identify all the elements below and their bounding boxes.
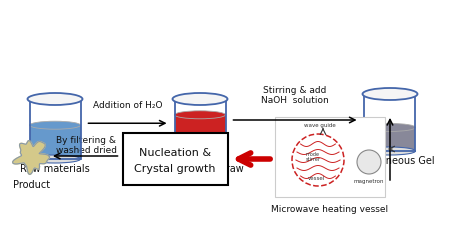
Circle shape [357, 150, 381, 174]
Text: vessel: vessel [307, 176, 325, 181]
Text: wave guide: wave guide [304, 122, 336, 127]
Ellipse shape [29, 155, 81, 163]
Ellipse shape [173, 94, 228, 106]
Text: magnetron: magnetron [354, 178, 384, 183]
Bar [174, 115, 226, 159]
Text: By filtering &
washed dried: By filtering & washed dried [56, 135, 117, 154]
Ellipse shape [29, 122, 81, 130]
Ellipse shape [365, 124, 416, 132]
Text: Addition of H₂O: Addition of H₂O [93, 101, 162, 110]
Bar [29, 99, 81, 159]
Bar [365, 128, 416, 151]
Text: Crystal growth: Crystal growth [134, 163, 216, 173]
Text: Product: Product [13, 179, 51, 189]
Bar [174, 99, 226, 159]
Ellipse shape [363, 89, 418, 101]
Bar [365, 94, 416, 151]
Bar [275, 117, 385, 197]
Text: Nucleation &: Nucleation & [139, 147, 211, 157]
Bar [122, 133, 228, 185]
Ellipse shape [174, 155, 226, 163]
Text: Dissolution of raw
materials: Dissolution of raw materials [156, 163, 244, 185]
Text: Stirring & add
NaOH  solution: Stirring & add NaOH solution [261, 85, 329, 105]
Ellipse shape [27, 94, 82, 106]
Polygon shape [13, 141, 49, 175]
Ellipse shape [365, 147, 416, 155]
Text: Microwave heating vessel: Microwave heating vessel [272, 204, 389, 213]
Ellipse shape [174, 111, 226, 119]
Bar [29, 126, 81, 159]
Text: mode
stirrer: mode stirrer [306, 151, 320, 162]
Text: Raw materials: Raw materials [20, 163, 90, 173]
Text: Homogeneous Gel: Homogeneous Gel [345, 155, 435, 165]
